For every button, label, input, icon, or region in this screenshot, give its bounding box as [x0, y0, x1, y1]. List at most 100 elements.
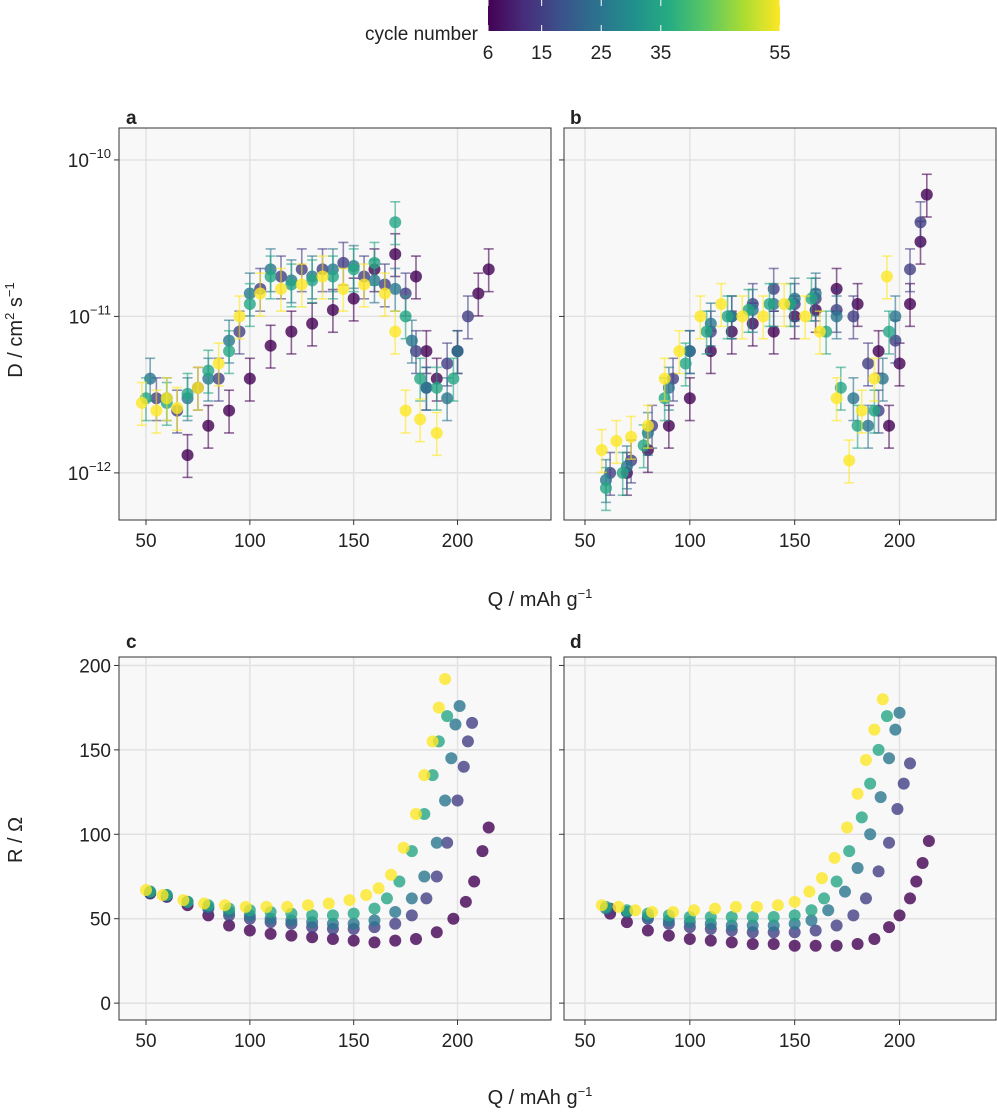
- data-point: [389, 325, 402, 338]
- data-point: [679, 357, 692, 370]
- data-point: [771, 899, 784, 912]
- data-point: [347, 917, 360, 930]
- data-point: [599, 482, 612, 495]
- data-point: [889, 310, 902, 323]
- data-point: [662, 929, 675, 942]
- y-tick-label: 100: [79, 825, 111, 846]
- panel-c-bg: [118, 656, 552, 1021]
- data-point: [746, 919, 759, 932]
- data-point: [595, 899, 608, 912]
- data-point: [405, 909, 418, 922]
- data-point: [285, 278, 298, 291]
- data-point: [872, 345, 885, 358]
- data-point: [177, 894, 190, 907]
- data-point: [449, 718, 462, 731]
- data-point: [855, 811, 868, 824]
- data-point: [389, 905, 402, 918]
- data-point: [322, 897, 335, 910]
- data-point: [202, 419, 215, 432]
- x-tick-label: 150: [338, 531, 370, 552]
- data-point: [688, 904, 701, 917]
- data-point: [788, 917, 801, 930]
- data-point: [641, 924, 654, 937]
- data-point: [725, 911, 738, 924]
- data-point: [673, 345, 686, 358]
- data-point: [418, 870, 431, 883]
- data-point: [859, 892, 872, 905]
- data-point: [809, 939, 822, 952]
- data-point: [380, 892, 393, 905]
- data-point: [868, 723, 881, 736]
- data-point: [420, 381, 433, 394]
- data-point: [662, 381, 675, 394]
- data-point: [799, 310, 812, 323]
- data-point: [316, 270, 329, 283]
- x-tick-label: 200: [442, 1031, 474, 1052]
- data-point: [839, 885, 852, 898]
- data-point: [368, 936, 381, 949]
- data-point: [788, 909, 801, 922]
- panel-label-c: c: [126, 632, 137, 653]
- data-point: [851, 419, 864, 432]
- data-point: [439, 672, 452, 685]
- data-point: [264, 270, 277, 283]
- data-marks: [135, 173, 935, 952]
- data-point: [868, 404, 881, 417]
- panel-c-points: [140, 672, 495, 949]
- data-point: [326, 270, 339, 283]
- data-point: [830, 919, 843, 932]
- data-point: [337, 256, 350, 269]
- data-point: [725, 919, 738, 932]
- data-point: [767, 325, 780, 338]
- x-tick-label: 150: [338, 1031, 370, 1052]
- data-point: [144, 372, 157, 385]
- data-point: [459, 895, 472, 908]
- data-point: [859, 753, 872, 766]
- data-point: [426, 735, 439, 748]
- data-point: [788, 939, 801, 952]
- data-point: [805, 292, 818, 305]
- data-point: [864, 777, 877, 790]
- data-point: [891, 802, 904, 815]
- data-point: [306, 274, 319, 287]
- data-point: [715, 298, 728, 311]
- data-point: [260, 900, 273, 913]
- data-point: [667, 372, 680, 385]
- data-point: [393, 875, 406, 888]
- data-point: [368, 914, 381, 927]
- x-tick-label: 150: [779, 531, 811, 552]
- data-point: [439, 794, 452, 807]
- data-point: [223, 919, 236, 932]
- data-point: [420, 345, 433, 358]
- data-point: [420, 892, 433, 905]
- data-point: [876, 372, 889, 385]
- data-point: [430, 926, 443, 939]
- data-point: [405, 892, 418, 905]
- data-point: [306, 931, 319, 944]
- data-point: [160, 392, 173, 405]
- data-point: [461, 735, 474, 748]
- data-point: [667, 905, 680, 918]
- data-point: [441, 710, 454, 723]
- data-point: [254, 287, 267, 300]
- data-point: [243, 372, 256, 385]
- data-point: [904, 892, 917, 905]
- data-point: [418, 769, 431, 782]
- data-point: [466, 716, 479, 729]
- data-point: [399, 404, 412, 417]
- x-tick-label: 200: [442, 531, 474, 552]
- data-point: [843, 454, 856, 467]
- data-point: [683, 392, 696, 405]
- data-point: [347, 263, 360, 276]
- data-point: [171, 401, 184, 414]
- panel-d-frame: [563, 656, 997, 1021]
- data-point: [805, 914, 818, 927]
- data-point: [430, 381, 443, 394]
- data-point: [447, 372, 460, 385]
- data-point: [868, 932, 881, 945]
- panel-c-frame: [118, 656, 552, 1021]
- data-point: [729, 900, 742, 913]
- panel-a-points: [135, 201, 495, 479]
